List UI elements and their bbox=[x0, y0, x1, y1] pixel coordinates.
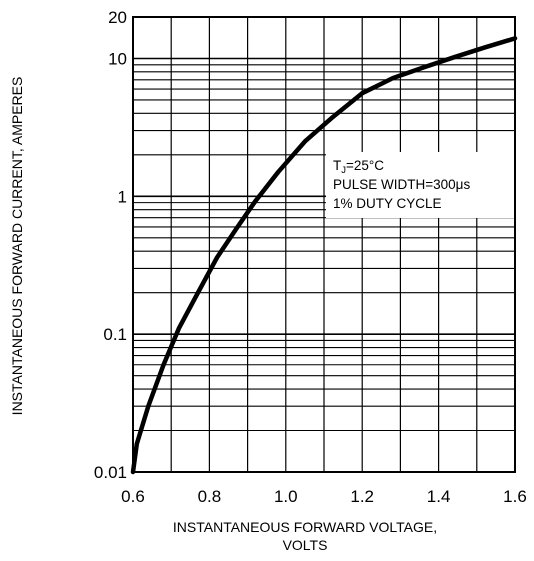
forward-current-curve bbox=[130, 36, 518, 475]
y-tick-label: 20 bbox=[108, 8, 127, 27]
annotation-box bbox=[326, 152, 514, 218]
annotation-pulse-width: PULSE WIDTH=300μs bbox=[333, 177, 470, 192]
plot-area-frame bbox=[132, 16, 516, 473]
x-tick-label: 1.0 bbox=[274, 487, 298, 506]
x-tick-label: 0.6 bbox=[121, 487, 145, 506]
x-tick-label: 1.6 bbox=[503, 487, 527, 506]
tick-labels: 0.6 0.8 1.0 1.2 1.4 1.6 0.01 0.1 1 10 20 bbox=[94, 8, 527, 506]
y-tick-label: 10 bbox=[108, 49, 127, 68]
annotation-tj: TJ=25°C bbox=[333, 158, 384, 176]
y-axis-title: INSTANTANEOUS FORWARD CURRENT, AMPERES bbox=[9, 77, 25, 416]
x-tick-label: 1.2 bbox=[350, 487, 374, 506]
grid bbox=[133, 17, 515, 472]
x-axis-title-line2: VOLTS bbox=[283, 537, 328, 553]
x-tick-label: 1.4 bbox=[427, 487, 451, 506]
y-tick-label: 0.01 bbox=[94, 463, 127, 482]
annotation-duty-cycle: 1% DUTY CYCLE bbox=[333, 196, 442, 211]
x-tick-label: 0.8 bbox=[198, 487, 222, 506]
test-conditions-annotation: TJ=25°C PULSE WIDTH=300μs 1% DUTY CYCLE bbox=[326, 152, 514, 218]
x-axis-title-line1: INSTANTANEOUS FORWARD VOLTAGE, bbox=[173, 519, 437, 535]
y-tick-label: 1 bbox=[118, 187, 127, 206]
curve-layer bbox=[130, 36, 518, 475]
y-tick-label: 0.1 bbox=[103, 325, 127, 344]
